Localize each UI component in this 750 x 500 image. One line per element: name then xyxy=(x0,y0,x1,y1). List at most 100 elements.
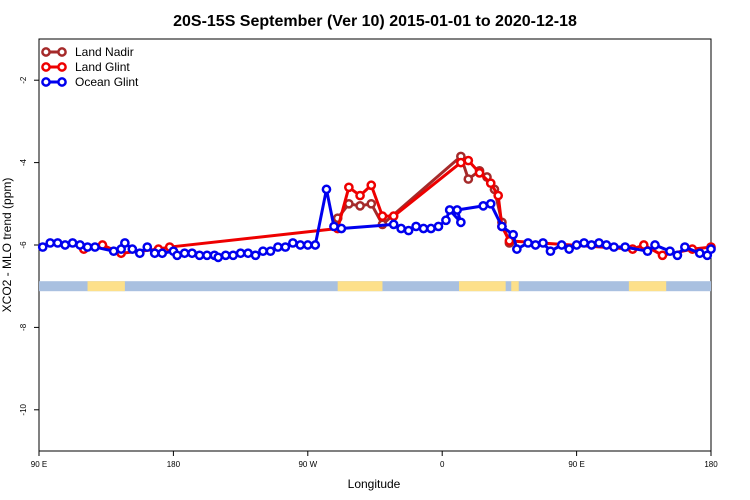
data-point xyxy=(657,250,668,261)
data-point xyxy=(213,252,224,263)
data-point xyxy=(67,238,78,248)
data-point xyxy=(556,240,567,250)
data-point xyxy=(512,244,522,254)
data-point xyxy=(377,211,388,222)
data-point xyxy=(37,242,48,252)
data-point xyxy=(172,250,182,261)
x-tick-label: 180 xyxy=(704,460,718,469)
x-tick-label: 90 E xyxy=(31,460,47,469)
data-point xyxy=(485,178,496,189)
data-point xyxy=(665,246,675,257)
data-point xyxy=(355,190,365,201)
data-point xyxy=(273,242,283,252)
data-point xyxy=(485,198,496,209)
data-point xyxy=(508,229,518,240)
data-point xyxy=(355,201,365,211)
data-point xyxy=(388,211,399,222)
data-point xyxy=(134,248,145,259)
legend-item: Ocean Glint xyxy=(41,75,139,89)
legend-label: Land Nadir xyxy=(75,45,134,59)
data-point xyxy=(620,242,630,252)
legend-item: Land Nadir xyxy=(41,45,134,59)
data-point xyxy=(433,221,444,232)
data-point xyxy=(571,240,582,250)
data-point xyxy=(250,250,261,261)
series-layer xyxy=(37,151,716,263)
chart-title: 20S-15S September (Ver 10) 2015-01-01 to… xyxy=(173,13,577,30)
data-point xyxy=(694,248,705,259)
data-point xyxy=(463,174,474,184)
legend-marker xyxy=(57,47,67,57)
data-point xyxy=(418,223,429,234)
y-tick-label: -10 xyxy=(19,403,28,415)
data-point xyxy=(52,238,63,248)
y-tick-label: -8 xyxy=(19,323,28,331)
data-point xyxy=(706,244,716,254)
data-point xyxy=(680,242,690,252)
data-point xyxy=(120,238,130,248)
data-point xyxy=(228,250,238,261)
x-tick-label: 90 E xyxy=(568,460,584,469)
x-axis-label: Longitude xyxy=(348,477,401,491)
x-tick-label: 90 W xyxy=(298,460,317,469)
land-band-segment xyxy=(511,281,519,292)
data-point xyxy=(310,240,321,250)
data-point xyxy=(202,250,212,261)
legend-marker xyxy=(57,62,67,72)
data-point xyxy=(60,240,70,250)
data-point xyxy=(444,205,455,215)
data-point xyxy=(243,248,253,259)
y-tick-label: -6 xyxy=(19,241,28,249)
data-point xyxy=(456,217,466,228)
data-point xyxy=(463,155,474,166)
data-point xyxy=(579,238,589,248)
data-point xyxy=(194,250,205,261)
data-point xyxy=(45,238,56,248)
data-point xyxy=(609,242,619,252)
data-point xyxy=(478,201,489,211)
data-point xyxy=(456,157,466,168)
legend-marker xyxy=(41,47,51,57)
legend-marker xyxy=(41,77,51,87)
data-point xyxy=(265,246,276,257)
data-point xyxy=(564,244,574,254)
data-point xyxy=(127,244,138,254)
data-point xyxy=(142,242,153,252)
y-tick-label: -4 xyxy=(19,158,28,166)
x-tick-label: 0 xyxy=(440,460,445,469)
data-point xyxy=(321,184,332,195)
data-point xyxy=(179,248,190,259)
data-point xyxy=(258,246,268,257)
data-point xyxy=(302,240,313,250)
data-point xyxy=(220,250,231,261)
data-point xyxy=(366,198,377,209)
data-point xyxy=(187,248,197,259)
data-point xyxy=(441,215,451,226)
legend-item: Land Glint xyxy=(41,60,130,74)
data-point xyxy=(344,182,354,193)
legend-label: Land Glint xyxy=(75,60,130,74)
series-ocean-glint xyxy=(37,184,716,263)
series-line xyxy=(83,159,712,257)
data-point xyxy=(474,168,485,178)
data-point xyxy=(452,205,462,215)
data-point xyxy=(493,190,504,201)
land-band-segment xyxy=(87,281,125,292)
data-point xyxy=(157,248,168,259)
x-axis: 90 E 180 90 W 0 90 E 180 xyxy=(31,451,718,469)
surface-band xyxy=(39,281,711,292)
data-point xyxy=(280,242,291,252)
data-point xyxy=(366,180,377,191)
data-point xyxy=(82,242,93,252)
legend-marker xyxy=(57,77,67,87)
x-tick-label: 180 xyxy=(167,460,181,469)
data-point xyxy=(295,240,306,250)
series-land-glint xyxy=(78,155,716,261)
data-point xyxy=(601,240,612,250)
land-band-segment xyxy=(459,281,506,292)
y-axis-label: XCO2 - MLO trend (ppm) xyxy=(0,178,14,313)
land-band-segment xyxy=(628,281,667,292)
y-axis: -2 -4 -6 -8 -10 xyxy=(19,76,39,416)
data-point xyxy=(650,240,660,250)
data-point xyxy=(75,240,85,250)
